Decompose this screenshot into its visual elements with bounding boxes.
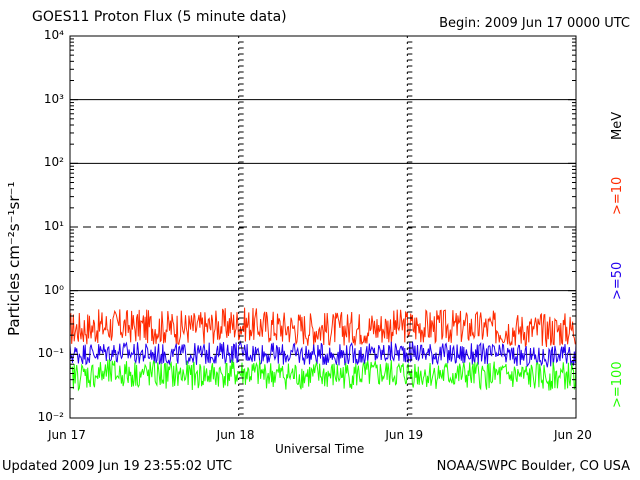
series-group xyxy=(69,307,577,392)
legend-ge100: >=100 xyxy=(610,361,625,408)
x-axis-label: Universal Time xyxy=(275,442,365,456)
y-tick-label: 10⁴ xyxy=(43,28,64,42)
energy-unit-label: MeV xyxy=(610,111,625,140)
axis-ticks xyxy=(70,35,576,419)
legend-ge50: >=50 xyxy=(610,261,625,300)
y-tick-label: 10² xyxy=(43,155,64,170)
series-line-ge100 xyxy=(69,359,577,392)
credit-text: NOAA/SWPC Boulder, CO USA xyxy=(436,459,630,474)
y-tick-label: 10⁰ xyxy=(43,282,64,297)
y-axis-label: Particles cm⁻²s⁻¹sr⁻¹ xyxy=(5,181,23,336)
x-tick-label: Jun 18 xyxy=(216,428,255,442)
series-line-ge10 xyxy=(69,307,577,348)
x-tick-label: Jun 17 xyxy=(48,428,86,442)
y-tick-label: 10³ xyxy=(43,91,64,106)
updated-timestamp: Updated 2009 Jun 19 23:55:02 UTC xyxy=(2,459,233,474)
begin-timestamp: Begin: 2009 Jun 17 0000 UTC xyxy=(439,16,630,31)
x-tick-label: Jun 19 xyxy=(385,428,424,442)
chart-title: GOES11 Proton Flux (5 minute data) xyxy=(32,9,287,25)
y-tick-label: 10⁻¹ xyxy=(37,346,64,361)
legend-ge10: >=10 xyxy=(610,176,625,215)
y-tick-label: 10⁻² xyxy=(37,410,64,424)
x-tick-label: Jun 20 xyxy=(554,428,592,442)
y-tick-label: 10¹ xyxy=(43,219,64,233)
